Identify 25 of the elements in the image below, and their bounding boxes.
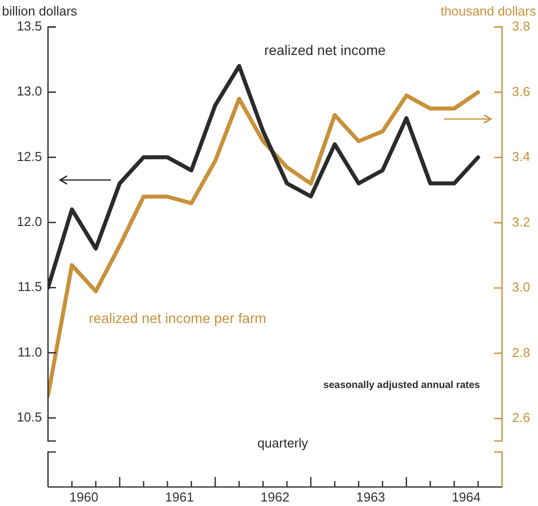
y-tick-label: 13.5	[16, 18, 42, 34]
x-tick-label: 1963	[356, 489, 386, 504]
y2-tick-label: 3.6	[512, 84, 530, 99]
y-tick-label: 12.0	[16, 214, 42, 230]
y-tick-label: 13.0	[16, 84, 42, 99]
x-tick-label: 1960	[69, 489, 98, 504]
y2-tick-label: 2.6	[512, 410, 530, 426]
series-label: realized net income per farm	[88, 310, 266, 326]
y2-axis-title: thousand dollars	[440, 4, 536, 19]
y-tick-label: 11.5	[18, 279, 42, 294]
x-tick-label: 1962	[260, 489, 290, 504]
y2-tick-label: 3.2	[512, 214, 530, 230]
y2-tick-label: 3.0	[512, 280, 530, 295]
annotation: seasonally adjusted annual rates	[323, 380, 480, 391]
y2-tick-label: 2.8	[512, 344, 530, 360]
series-label: realized net income	[264, 42, 386, 58]
x-tick-label: 1961	[164, 489, 194, 504]
y-tick-label: 11.0	[18, 344, 42, 360]
y-tick-label: 10.5	[16, 410, 42, 425]
y-tick-label: 12.5	[16, 148, 42, 164]
x-tick-label: 1964	[452, 489, 481, 504]
annotation: quarterly	[257, 436, 309, 451]
y2-tick-label: 3.4	[512, 149, 530, 164]
y2-tick-label: 3.8	[512, 18, 530, 34]
y-axis-title: billion dollars	[2, 4, 78, 19]
